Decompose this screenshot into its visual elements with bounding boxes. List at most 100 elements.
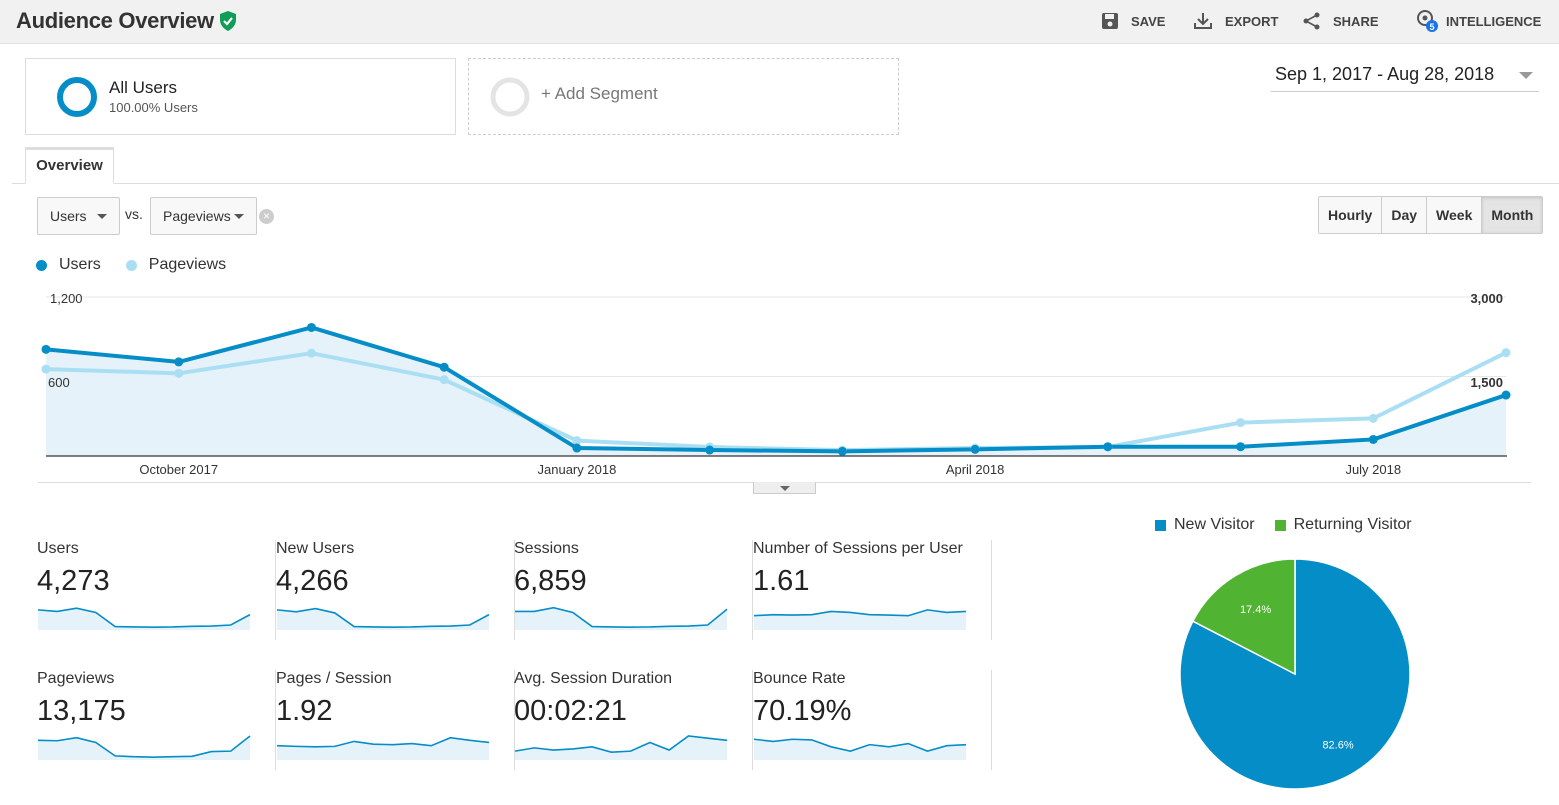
pageviews-point[interactable] — [439, 375, 449, 385]
users-point[interactable] — [439, 362, 449, 372]
download-icon — [1194, 13, 1212, 29]
metric-sparkline — [276, 607, 490, 630]
chevron-down-icon — [234, 214, 244, 219]
pageviews-line — [45, 350, 1507, 453]
sparkline-line — [514, 735, 728, 754]
users-point[interactable] — [572, 443, 582, 453]
segment-name: All Users — [109, 78, 178, 97]
pie-slice-returning-visitor[interactable] — [1191, 558, 1296, 676]
pie-legend: New Visitor Returning Visitor — [1155, 516, 1432, 534]
metric-card[interactable]: Users 4,273 — [37, 540, 276, 640]
share-button[interactable]: SHARE — [1302, 10, 1379, 32]
remove-comparison-icon[interactable]: × — [259, 209, 274, 224]
legend-dot-pageviews — [125, 259, 137, 271]
pageviews-point[interactable] — [174, 368, 184, 378]
users-point[interactable] — [1501, 390, 1511, 400]
users-point[interactable] — [1103, 442, 1113, 452]
legend-label-users: Users — [59, 256, 101, 273]
sparkline-area — [754, 739, 966, 760]
secondary-metric-select[interactable]: Pageviews — [150, 197, 257, 235]
left-axis-tick: 1,200 — [50, 291, 83, 306]
sparkline-area — [277, 608, 489, 630]
vs-label: vs. — [125, 206, 143, 222]
save-label: SAVE — [1131, 13, 1166, 29]
pie-legend-swatch-new — [1155, 519, 1166, 531]
date-range-picker[interactable]: Sep 1, 2017 - Aug 28, 2018 — [1271, 62, 1539, 92]
sparkline-line — [37, 735, 251, 758]
verified-shield-icon — [220, 11, 236, 31]
metric-divider — [991, 670, 992, 770]
pageviews-point[interactable] — [1501, 348, 1511, 358]
pageviews-point[interactable] — [572, 436, 582, 446]
metric-value: 1.61 — [753, 565, 810, 597]
pie-legend-returning-visitor[interactable]: Returning Visitor — [1274, 516, 1412, 534]
pie-slice-new-visitor[interactable] — [1179, 558, 1411, 790]
granularity-hourly[interactable]: Hourly — [1319, 197, 1383, 233]
metric-card[interactable]: Number of Sessions per User 1.61 — [753, 540, 992, 640]
metric-value: 13,175 — [37, 695, 126, 727]
granularity-day[interactable]: Day — [1382, 197, 1428, 233]
users-point[interactable] — [837, 446, 847, 456]
pie-legend-label-returning: Returning Visitor — [1293, 516, 1412, 533]
add-segment-label: + Add Segment — [541, 84, 658, 103]
secondary-metric-value: Pageviews — [163, 208, 231, 224]
left-axis-tick: 600 — [48, 375, 70, 390]
export-button[interactable]: EXPORT — [1193, 10, 1278, 32]
legend-item-pageviews[interactable]: Pageviews — [125, 256, 226, 274]
metric-label: Users — [37, 540, 79, 557]
metric-divider — [275, 670, 276, 770]
metric-card[interactable]: New Users 4,266 — [276, 540, 515, 640]
share-icon — [1303, 12, 1320, 30]
users-point[interactable] — [174, 357, 184, 367]
metric-value: 4,266 — [276, 565, 349, 597]
legend-item-users[interactable]: Users — [36, 256, 101, 274]
collapse-chart-handle[interactable] — [753, 482, 816, 494]
metric-card[interactable]: Avg. Session Duration 00:02:21 — [514, 670, 753, 770]
sparkline-line — [515, 606, 728, 628]
pageviews-point[interactable] — [41, 364, 51, 374]
primary-metric-select[interactable]: Users — [37, 197, 120, 235]
pageviews-point[interactable] — [306, 348, 316, 358]
right-axis-tick: 3,000 — [1470, 291, 1503, 306]
metric-sparkline — [753, 738, 967, 760]
metric-card[interactable]: Pages / Session 1.92 — [276, 670, 515, 770]
metric-card[interactable]: Bounce Rate 70.19% — [753, 670, 992, 770]
users-point[interactable] — [41, 344, 51, 354]
granularity-toggle: Hourly Day Week Month — [1318, 196, 1544, 234]
sparkline-area — [277, 737, 489, 760]
metric-value: 00:02:21 — [514, 695, 627, 727]
pie-legend-new-visitor[interactable]: New Visitor — [1155, 516, 1255, 534]
intelligence-icon: 5 — [1417, 10, 1438, 32]
granularity-month[interactable]: Month — [1482, 197, 1543, 233]
metric-label: Pages / Session — [276, 670, 392, 687]
metric-card[interactable]: Sessions 6,859 — [514, 540, 753, 640]
metric-divider — [991, 540, 992, 640]
header-bar: Audience Overview SAVE EXPORT SHARE — [0, 0, 1559, 44]
users-area — [46, 327, 1506, 456]
chevron-down-icon — [1519, 72, 1533, 79]
pie-legend-swatch-returning — [1274, 519, 1286, 531]
x-axis-tick: October 2017 — [139, 462, 218, 477]
add-segment-button[interactable]: + Add Segment — [468, 58, 899, 135]
sparkline-area — [515, 607, 727, 630]
metric-sparkline — [276, 736, 490, 760]
users-point[interactable] — [1368, 434, 1378, 444]
metric-divider — [275, 540, 276, 640]
users-point[interactable] — [705, 445, 715, 455]
intelligence-button[interactable]: 5 INTELLIGENCE — [1416, 10, 1541, 32]
legend-dot-users — [36, 259, 47, 271]
chevron-down-icon — [97, 214, 107, 219]
tab-divider — [12, 183, 1559, 184]
users-point[interactable] — [1236, 442, 1246, 452]
metric-card[interactable]: Pageviews 13,175 — [37, 670, 276, 770]
pageviews-point[interactable] — [1236, 418, 1246, 428]
users-point[interactable] — [970, 444, 980, 454]
pageviews-point[interactable] — [1368, 413, 1378, 423]
tab-overview[interactable]: Overview — [25, 147, 114, 184]
metric-sparkline — [515, 606, 728, 630]
segment-all-users[interactable]: All Users 100.00% Users — [25, 58, 456, 135]
metric-value: 1.92 — [276, 695, 333, 727]
granularity-week[interactable]: Week — [1427, 197, 1483, 233]
save-button[interactable]: SAVE — [1101, 10, 1165, 32]
users-point[interactable] — [306, 322, 316, 332]
